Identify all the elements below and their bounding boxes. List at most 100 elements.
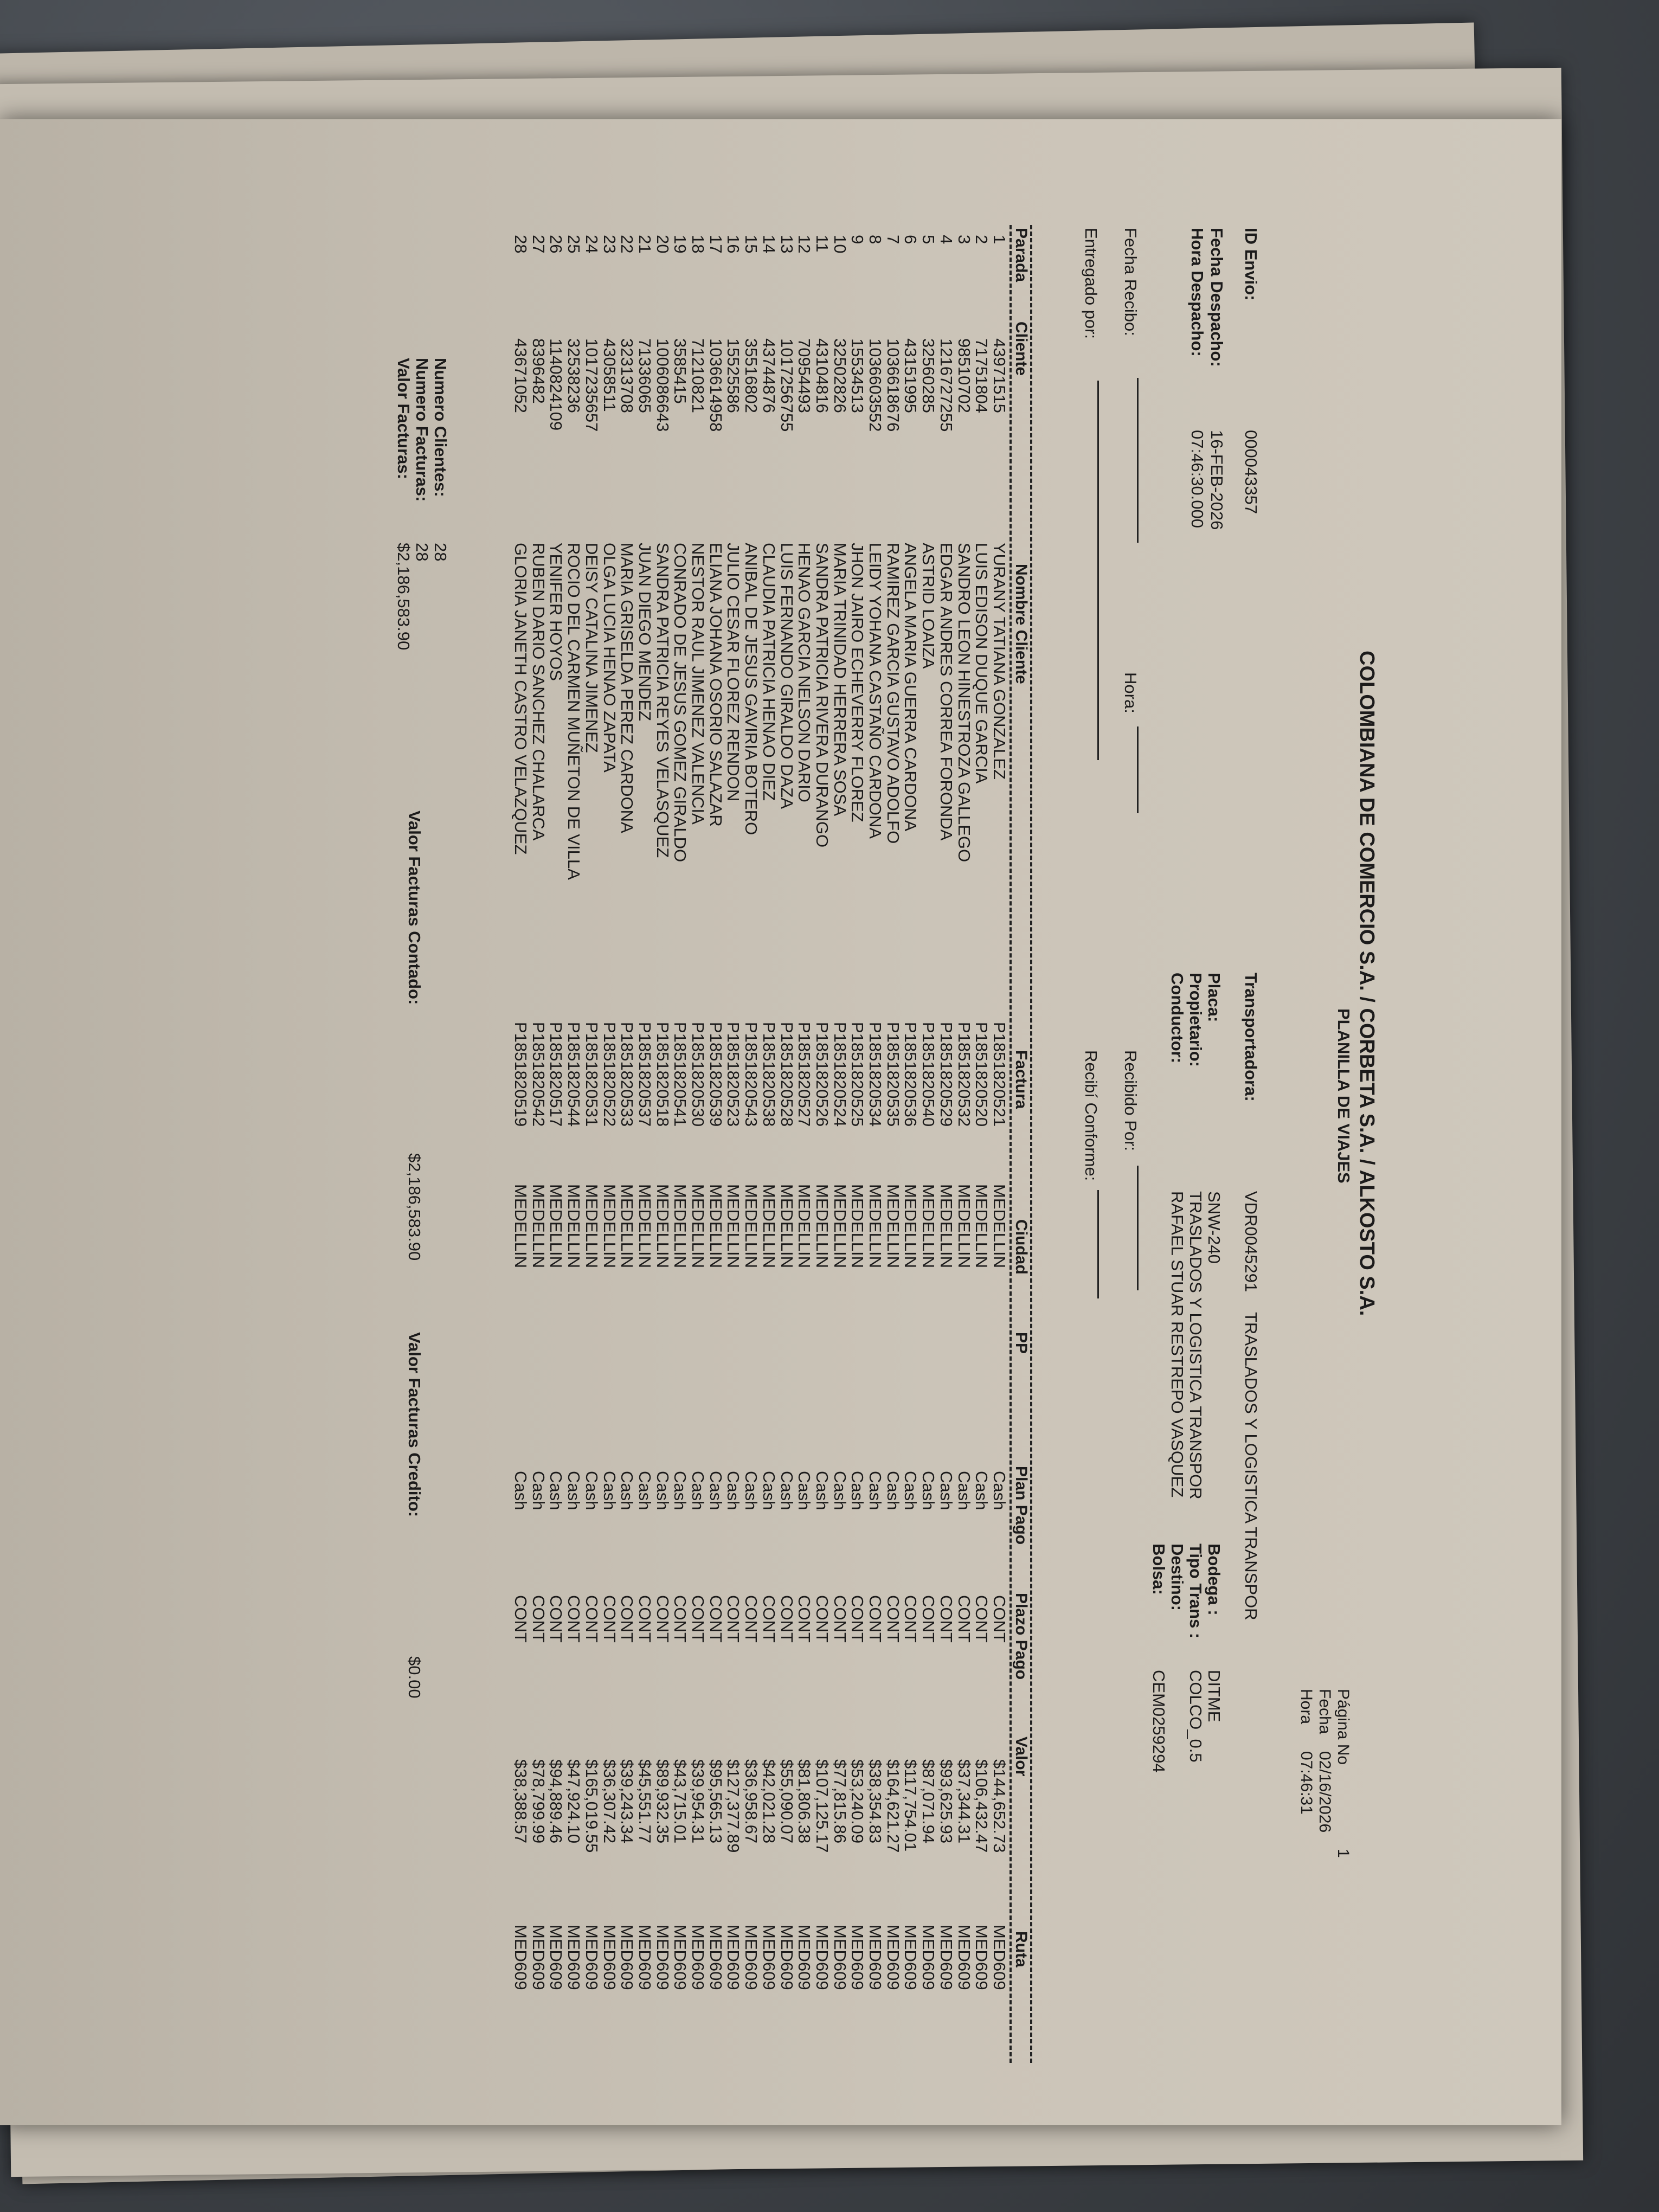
col-factura: P1851820522	[600, 1022, 619, 1127]
table-row: 14 43744876 CLAUDIA PATRICIA HENAO DIEZ P18…	[759, 119, 779, 2125]
col-plan-pago: Cash	[990, 1471, 1009, 1510]
col-factura: P1851820521	[990, 1022, 1009, 1127]
col-cliente: 1140824109	[546, 338, 566, 431]
col-ruta: MED609	[724, 1925, 743, 1990]
col-valor: $117,754.01	[901, 1759, 921, 1852]
table-row: 20 1006086643 SANDRA PATRICIA REYES VELASQ…	[653, 119, 672, 2125]
col-nombre-cliente: ELIANA JOHANA OSORIO SALAZAR	[706, 543, 725, 827]
col-cliente: 43058511	[600, 338, 619, 412]
col-plazo-pago: CONT	[600, 1595, 619, 1643]
hora-recibo-field[interactable]	[1137, 726, 1139, 813]
col-cliente: 43744876	[759, 338, 779, 413]
fecha-despacho-value: 16-FEB-2026	[1207, 430, 1226, 530]
recibi-conforme-field[interactable]	[1097, 1190, 1099, 1298]
table-row: 11 43104816 SANDRA PATRICIA RIVERA DURANGO…	[813, 119, 832, 2125]
col-nombre-cliente: GLORIA JANETH CASTRO VELAZQUEZ	[511, 543, 531, 855]
col-factura: P1851820537	[635, 1022, 654, 1127]
col-parada: 22	[618, 235, 637, 254]
col-parada: 27	[529, 235, 548, 254]
col-valor: $43,715.01	[671, 1759, 690, 1844]
col-ruta: MED609	[511, 1925, 531, 1990]
col-ruta: MED609	[848, 1925, 867, 1990]
numero-facturas-label: Numero Facturas:	[413, 358, 432, 502]
col-ruta: MED609	[546, 1925, 566, 1990]
col-nombre-cliente: MARIA TRINIDAD HERRERA SOSA	[830, 543, 850, 816]
table-row: 8 1036603552 LEIDY YOHANA CASTAÑO CARDONA P…	[866, 119, 885, 2125]
col-nombre-cliente: JUAN DIEGO MENDEZ	[635, 543, 654, 721]
col-ciudad: MEDELLIN	[511, 1184, 531, 1269]
col-nombre-cliente: ANGELA MARIA GUERRA CARDONA	[901, 543, 921, 832]
valor-credito-value: $0.00	[405, 1656, 424, 1699]
fecha-recibo-label: Fecha Recibo:	[1121, 228, 1140, 336]
col-valor: $107,125.17	[813, 1759, 832, 1853]
col-parada: 10	[830, 235, 850, 254]
col-valor: $53,240.09	[848, 1759, 867, 1844]
col-nombre-cliente: YURANY TATIANA GONZALEZ	[990, 543, 1009, 780]
col-plazo-pago: CONT	[759, 1595, 779, 1643]
col-valor: $47,924.10	[564, 1759, 584, 1844]
col-plazo-pago: CONT	[511, 1595, 531, 1643]
header-col-plazo-pago: Plazo Pago	[1012, 1593, 1030, 1680]
col-plan-pago: Cash	[689, 1471, 708, 1510]
col-ciudad: MEDELLIN	[954, 1184, 974, 1269]
col-nombre-cliente: LEIDY YOHANA CASTAÑO CARDONA	[866, 543, 885, 839]
fecha-recibo-field[interactable]	[1137, 378, 1139, 543]
col-plan-pago: Cash	[706, 1471, 725, 1510]
col-cliente: 32313708	[618, 338, 637, 413]
table-header-divider	[1009, 225, 1012, 2063]
col-ciudad: MEDELLIN	[671, 1184, 690, 1269]
fecha-label: Fecha	[1316, 1689, 1334, 1734]
entregado-por-field[interactable]	[1097, 381, 1099, 760]
id-envio-value: 000043357	[1242, 430, 1261, 515]
col-plazo-pago: CONT	[972, 1595, 992, 1643]
table-row: 6 43151995 ANGELA MARIA GUERRA CARDONA P185…	[901, 119, 921, 2125]
col-nombre-cliente: RAMIREZ GARCIA GUSTAVO ADOLFO	[883, 543, 903, 844]
col-plazo-pago: CONT	[813, 1595, 832, 1643]
table-top-divider	[1030, 225, 1032, 2063]
col-ciudad: MEDELLIN	[936, 1184, 956, 1269]
col-cliente: 32502826	[830, 338, 850, 413]
col-plan-pago: Cash	[830, 1471, 850, 1510]
col-ruta: MED609	[671, 1925, 690, 1990]
col-parada: 20	[653, 235, 672, 254]
col-ruta: MED609	[901, 1925, 921, 1990]
col-ciudad: MEDELLIN	[777, 1184, 796, 1269]
col-factura: P1851820531	[582, 1022, 601, 1127]
col-factura: P1851820541	[671, 1022, 690, 1127]
transportadora-label: Transportadora:	[1242, 973, 1261, 1102]
col-plan-pago: Cash	[777, 1471, 796, 1510]
recibido-por-field[interactable]	[1137, 1166, 1139, 1290]
header-col-plan-pago: Plan Pago	[1012, 1466, 1030, 1545]
col-ruta: MED609	[936, 1925, 956, 1990]
header-col-pp: PP	[1012, 1332, 1030, 1354]
pagina-value: 1	[1334, 1849, 1352, 1858]
tipo-trans-value: COLCO_0.5	[1186, 1670, 1205, 1763]
col-plazo-pago: CONT	[618, 1595, 637, 1643]
col-plan-pago: Cash	[529, 1471, 548, 1510]
bolsa-value: CEM0259294	[1149, 1670, 1168, 1773]
col-plazo-pago: CONT	[936, 1595, 956, 1643]
col-ruta: MED609	[564, 1925, 584, 1990]
col-cliente: 32538236	[564, 338, 584, 413]
col-plan-pago: Cash	[972, 1471, 992, 1510]
col-factura: P1851820536	[901, 1022, 921, 1127]
col-nombre-cliente: HENAO GARCIA NELSON DARIO	[795, 543, 814, 802]
valor-credito-label: Valor Facturas Credito:	[405, 1332, 424, 1517]
col-parada: 15	[742, 235, 761, 254]
table-row: 19 3585415 CONRADO DE JESUS GOMEZ GIRALDO P…	[671, 119, 690, 2125]
table-row: 2 71751804 LUIS EDISON DUQUE GARCIA P185182…	[972, 119, 992, 2125]
col-cliente: 35516802	[742, 338, 761, 413]
numero-facturas-value: 28	[413, 543, 432, 562]
col-valor: $165,019.55	[582, 1759, 601, 1853]
col-valor: $38,354.83	[866, 1759, 885, 1844]
col-parada: 12	[795, 235, 814, 254]
col-valor: $39,954.31	[689, 1759, 708, 1844]
col-factura: P1851820528	[777, 1022, 796, 1127]
table-row: 12 70954493 HENAO GARCIA NELSON DARIO P1851…	[795, 119, 814, 2125]
valor-contado-value: $2,186,583.90	[405, 1153, 424, 1261]
col-parada: 21	[635, 235, 654, 254]
col-cliente: 15534513	[848, 338, 867, 413]
col-valor: $39,243.34	[618, 1759, 637, 1844]
col-plazo-pago: CONT	[777, 1595, 796, 1643]
col-factura: P1851820525	[848, 1022, 867, 1127]
